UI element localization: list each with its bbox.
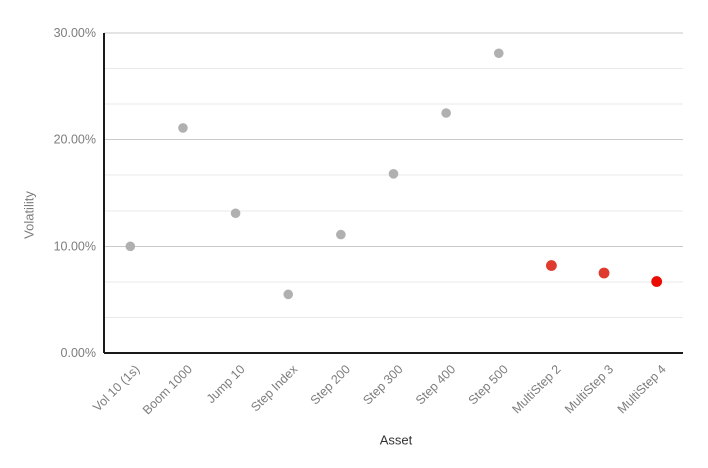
x-axis-title: Asset [379, 432, 413, 448]
x-category-label: MultiStep 3 [562, 362, 616, 416]
x-category-label: Jump 10 [204, 362, 248, 406]
x-category-label: Step 400 [413, 362, 458, 407]
x-category-label: Step 300 [360, 362, 405, 407]
y-axis-title: Volatility [21, 191, 37, 239]
x-category-label: Vol 10 (1s) [90, 362, 142, 414]
data-point-step-300 [388, 169, 399, 179]
data-point-jump-10 [230, 208, 241, 219]
data-point-multistep-2 [546, 260, 557, 271]
data-point-step-200 [336, 229, 346, 240]
data-point-boom-1000 [178, 123, 188, 133]
y-tick-label: 0.00% [61, 346, 96, 360]
data-point-step-index [283, 289, 294, 300]
x-category-label: Step 200 [308, 362, 353, 407]
y-tick-label: 10.00% [54, 239, 96, 253]
y-tick-label: 20.00% [54, 133, 96, 147]
x-category-label: Step 500 [466, 362, 511, 407]
data-point-multistep-3 [598, 267, 610, 279]
x-category-label: MultiStep 4 [615, 362, 669, 416]
x-category-label: Step Index [248, 362, 301, 415]
x-category-label: MultiStep 2 [509, 362, 563, 416]
y-tick-label: 30.00% [54, 26, 96, 40]
x-category-label: Boom 1000 [140, 362, 195, 417]
data-point-step-400 [441, 108, 451, 118]
data-point-vol-10-1s- [125, 241, 136, 252]
data-point-multistep-4 [651, 276, 663, 287]
data-point-step-500 [493, 48, 504, 59]
